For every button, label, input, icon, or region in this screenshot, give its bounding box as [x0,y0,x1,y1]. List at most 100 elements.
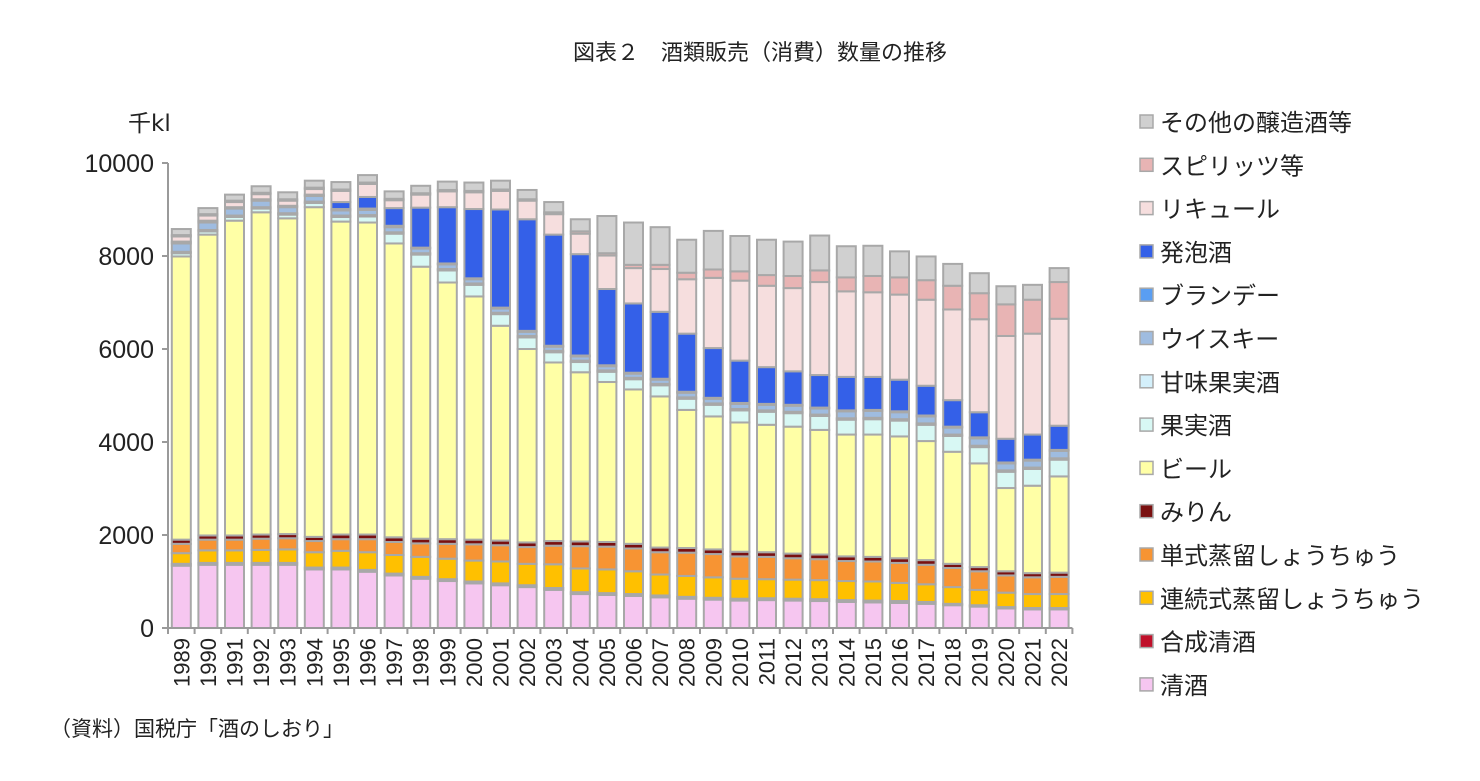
bar-segment [968,437,990,447]
legend-label: 連続式蒸留しょうちゅう [1160,585,1424,613]
bar-segment [410,193,432,209]
bar-segment [889,411,910,421]
chart-title: 図表２ 酒類販売（消費）数量の推移 [573,41,947,66]
legend-swatch [1139,200,1154,216]
bar-segment [702,268,724,279]
bar-segment [463,543,485,562]
x-tick-label: 2012 [781,638,806,687]
bar-segment [1048,317,1070,427]
bar-segment [915,279,937,301]
x-tick-label: 1998 [409,638,434,687]
bar-segment [410,253,432,268]
bar-segment [170,228,192,237]
legend-label: 甘味果実酒 [1160,369,1280,397]
bar-segment [649,573,671,597]
bar-segment [995,607,1017,629]
bar-segment [170,564,192,630]
bar-segment [995,334,1017,440]
bar-segment [197,563,219,630]
bar-segment [410,184,432,195]
legend-swatch [1139,417,1154,432]
bar-segment [596,381,618,543]
x-tick-label: 1994 [302,638,327,687]
bar-segment [623,378,644,391]
legend-swatch [1139,374,1154,389]
bar-segment [383,190,405,200]
bar-segment [942,567,964,589]
y-tick-label: 2000 [98,522,154,550]
bar-segment [197,549,219,564]
bar-segment [436,281,458,541]
bar-segment [596,370,618,384]
bar-segment [968,588,990,607]
bar-segment [968,318,990,414]
bar-segment [569,361,591,374]
bar-segment [623,594,644,629]
bar-segment [303,568,325,629]
legend-swatch [1139,677,1154,692]
bar-segment [729,599,751,630]
bar-segment [357,551,378,571]
bar-segment [942,399,964,428]
bar-segment [357,174,378,184]
bar-segment [463,295,485,541]
x-tick-label: 2010 [728,638,753,687]
bar-segment [809,374,831,409]
legend-swatch [1139,244,1154,259]
y-tick-label: 6000 [98,336,154,364]
bar-segment [1022,298,1043,335]
bar-segment [410,542,432,558]
bar-segment [1022,433,1043,461]
bar-segment [383,199,405,210]
bar-segment [543,544,565,566]
bar-segment [1048,281,1070,320]
bar-segment [835,410,857,420]
x-tick-label: 2022 [1047,638,1072,687]
bar-segment [649,384,671,398]
bar-segment [809,428,831,556]
x-tick-label: 1989 [169,638,194,687]
bar-segment [835,560,857,583]
x-tick-label: 1993 [276,638,301,687]
bar-segment [543,213,565,236]
legend-label: 果実酒 [1160,412,1232,440]
x-tick-label: 2021 [1021,638,1046,687]
bar-segment [1022,576,1043,596]
bar-segment [676,408,698,550]
bar-segment [436,190,458,209]
bar-segment [1022,593,1043,609]
bar-segment [463,582,485,629]
bar-segment [463,208,485,280]
bar-segment [623,267,644,305]
bar-segment [516,546,538,565]
bar-segment [809,600,831,630]
legend: その他の醸造酒等スピリッツ等リキュール発泡酒ブランデーウイスキー甘味果実酒果実酒… [1139,109,1424,700]
x-tick-label: 2009 [701,638,726,687]
bar-segment [596,254,618,291]
bar-segment [676,278,698,335]
bar-segment [436,269,458,284]
bar-segment [277,191,299,201]
bar-segment [330,549,352,569]
bar-segment [862,291,884,378]
x-tick-label: 1996 [356,638,381,687]
bar-segment [995,462,1017,472]
bar-segment [889,435,910,560]
bar-segment [968,570,990,591]
x-tick-label: 2003 [542,638,567,687]
bar-segment [729,359,751,404]
bar-segment [942,604,964,629]
bar-segment [915,255,937,282]
bar-segment [330,189,352,204]
bar-segment [729,409,751,424]
bar-segment [490,584,511,629]
bar-segment [756,410,777,426]
legend-swatch [1139,114,1154,129]
bar-segment [277,537,299,551]
bar-segment [835,418,857,436]
bar-segment [490,560,511,585]
bar-segment [729,279,751,362]
bar-segment [809,579,831,601]
bar-segment [277,563,299,630]
bar-segment [942,308,964,402]
